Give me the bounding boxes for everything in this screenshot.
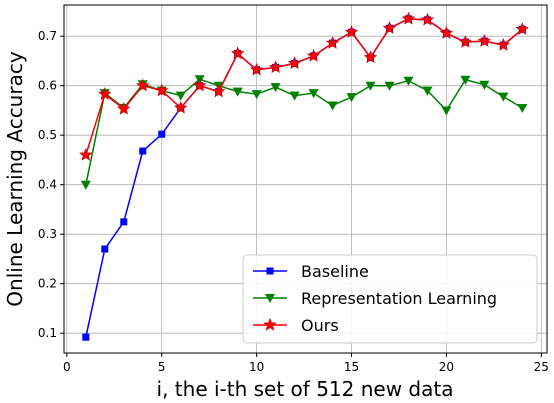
marker <box>401 11 416 25</box>
marker <box>422 86 433 96</box>
marker <box>458 34 473 48</box>
legend-box <box>242 254 538 344</box>
marker <box>101 245 109 253</box>
marker <box>439 26 454 40</box>
marker <box>382 21 397 35</box>
x-tick-label: 15 <box>344 360 359 374</box>
x-tick-label: 10 <box>249 360 264 374</box>
marker <box>365 81 376 91</box>
x-tick-label: 0 <box>63 360 71 374</box>
marker <box>266 267 274 275</box>
series-line <box>85 78 523 185</box>
marker <box>384 81 395 91</box>
marker <box>479 80 490 90</box>
marker <box>344 25 359 39</box>
marker <box>173 100 188 114</box>
plot-frame <box>63 4 548 354</box>
marker <box>327 101 338 111</box>
marker <box>192 78 207 92</box>
marker <box>268 60 283 74</box>
y-axis-label: Online Learning Accuracy <box>3 51 27 307</box>
x-tick-label: 5 <box>158 360 166 374</box>
x-tick-label: 20 <box>439 360 454 374</box>
marker <box>270 83 281 93</box>
legend-label: Representation Learning <box>301 289 497 308</box>
marker <box>97 86 112 100</box>
y-tick-label: 0.2 <box>38 277 57 291</box>
marker <box>82 333 90 341</box>
marker <box>158 130 166 138</box>
marker <box>175 91 186 101</box>
marker <box>346 93 357 103</box>
marker <box>496 37 511 51</box>
marker <box>517 103 528 113</box>
x-axis-label: i, the i-th set of 512 new data <box>157 377 454 401</box>
marker <box>306 48 321 62</box>
marker <box>477 33 492 47</box>
marker <box>515 22 530 36</box>
y-tick-label: 0.4 <box>38 178 57 192</box>
marker <box>230 46 245 60</box>
marker <box>211 84 226 98</box>
marker <box>363 50 378 64</box>
marker <box>154 83 169 97</box>
marker <box>308 89 319 99</box>
marker <box>116 101 131 115</box>
y-tick-label: 0.7 <box>38 29 57 43</box>
marker <box>460 75 471 85</box>
marker <box>139 147 147 155</box>
marker <box>80 180 91 190</box>
y-tick-label: 0.1 <box>38 326 57 340</box>
marker <box>263 317 277 331</box>
legend-label: Ours <box>301 316 339 335</box>
marker <box>78 147 93 161</box>
marker <box>403 76 414 86</box>
marker <box>420 12 435 26</box>
marker <box>441 106 452 116</box>
marker <box>287 56 302 70</box>
y-tick-label: 0.6 <box>38 79 57 93</box>
x-tick-label: 25 <box>534 360 549 374</box>
marker <box>265 294 275 303</box>
marker <box>232 87 243 97</box>
legend-label: Baseline <box>301 262 369 281</box>
marker <box>289 91 300 101</box>
marker <box>325 35 340 49</box>
marker <box>251 90 262 100</box>
marker <box>120 218 128 226</box>
y-tick-label: 0.3 <box>38 227 57 241</box>
marker <box>249 62 264 76</box>
marker <box>135 78 150 92</box>
y-tick-label: 0.5 <box>38 128 57 142</box>
marker <box>498 92 509 102</box>
